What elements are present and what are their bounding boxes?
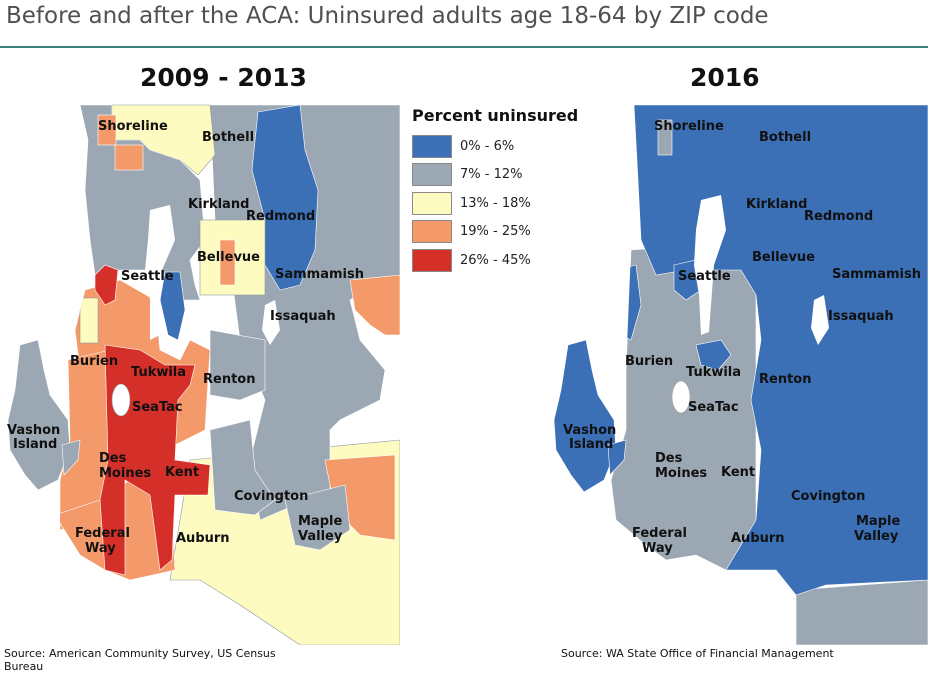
vashon-island <box>7 339 71 491</box>
vashon-island-2016 <box>553 339 617 493</box>
label-redmond: Redmond <box>246 209 315 224</box>
legend-swatch <box>412 191 452 215</box>
label-federalway-2-2016: Way <box>642 541 673 556</box>
seatac-airport <box>111 383 131 417</box>
label-federalway-1: Federal <box>75 526 130 541</box>
label-maplevalley-2-2016: Valley <box>854 529 899 544</box>
label-shoreline: Shoreline <box>98 119 168 134</box>
label-redmond-2016: Redmond <box>804 209 873 224</box>
zip-region-tukwila-blue <box>695 339 732 371</box>
legend-swatch <box>412 163 452 187</box>
legend-item: 26% - 45% <box>412 246 578 275</box>
zip-region-maple-gray <box>284 484 351 551</box>
label-kirkland: Kirkland <box>188 197 249 212</box>
legend-swatch <box>412 134 452 158</box>
legend-label: 0% - 6% <box>460 138 515 154</box>
zip-region-shoreline-gray <box>657 119 673 156</box>
legend-swatch <box>412 220 452 244</box>
label-maplevalley-1-2016: Maple <box>856 514 900 529</box>
label-maplevalley-2: Valley <box>298 529 343 544</box>
label-auburn: Auburn <box>176 531 230 546</box>
page-title: Before and after the ACA: Uninsured adul… <box>6 3 769 29</box>
label-shoreline-2016: Shoreline <box>654 119 724 134</box>
zip-region-bellevue-orange <box>219 239 236 286</box>
label-desmoines-2-2016: Moines <box>655 466 707 481</box>
label-desmoines-1-2016: Des <box>655 451 683 466</box>
label-covington: Covington <box>234 489 308 504</box>
legend-label: 7% - 12% <box>460 167 523 183</box>
label-burien: Burien <box>70 354 118 369</box>
zip-region-seattle-red <box>94 264 119 306</box>
label-issaquah-2016: Issaquah <box>828 309 894 324</box>
legend: Percent uninsured 0% - 6% 7% - 12% 13% - 1… <box>412 106 578 275</box>
legend-item: 7% - 12% <box>412 161 578 190</box>
zip-region-seattle-yellow <box>79 297 99 344</box>
label-seattle-2016: Seattle <box>678 269 731 284</box>
title-divider <box>0 46 928 48</box>
label-kent-2016: Kent <box>721 465 755 480</box>
legend-title: Percent uninsured <box>412 106 579 125</box>
label-desmoines-1: Des <box>99 451 127 466</box>
label-auburn-2016: Auburn <box>731 531 785 546</box>
label-kirkland-2016: Kirkland <box>746 197 807 212</box>
zip-region-seattle-blue <box>673 259 702 301</box>
legend-item: 13% - 18% <box>412 189 578 218</box>
label-federalway-1-2016: Federal <box>632 526 687 541</box>
zip-region-east-orange <box>349 274 400 336</box>
label-issaquah: Issaquah <box>270 309 336 324</box>
left-map-title: 2009 - 2013 <box>140 63 307 92</box>
zip-region-shoreline-orange <box>97 114 117 146</box>
label-renton: Renton <box>203 372 255 387</box>
zip-region-southwest-gray <box>209 329 266 401</box>
label-maplevalley-1: Maple <box>298 514 342 529</box>
label-seattle: Seattle <box>121 269 174 284</box>
label-covington-2016: Covington <box>791 489 865 504</box>
right-map-title: 2016 <box>690 63 760 92</box>
lake-sammamish-2016 <box>811 295 829 345</box>
source-right: Source: WA State Office of Financial Man… <box>561 647 834 660</box>
label-renton-2016: Renton <box>759 372 811 387</box>
label-desmoines-2: Moines <box>99 466 151 481</box>
label-bellevue: Bellevue <box>197 250 260 265</box>
label-vashon-1: Vashon <box>7 423 60 438</box>
seatac-airport-2016 <box>671 380 691 414</box>
label-sammamish: Sammamish <box>275 267 364 282</box>
legend-swatch <box>412 248 452 272</box>
label-burien-2016: Burien <box>625 354 673 369</box>
label-seatac-2016: SeaTac <box>688 400 739 415</box>
label-vashon-2: Island <box>13 437 57 452</box>
legend-label: 13% - 18% <box>460 195 531 211</box>
label-tukwila: Tukwila <box>131 365 186 380</box>
label-bellevue-2016: Bellevue <box>752 250 815 265</box>
label-vashon-2-2016: Island <box>569 437 613 452</box>
zip-region-southeast-gray <box>795 579 928 645</box>
maury-island-2016 <box>607 439 627 476</box>
legend-label: 26% - 45% <box>460 252 531 268</box>
label-federalway-2: Way <box>85 541 116 556</box>
source-left: Source: American Community Survey, US Ce… <box>4 647 276 673</box>
label-bothell-2016: Bothell <box>759 130 811 145</box>
legend-label: 19% - 25% <box>460 224 531 240</box>
zip-region-covington-gray <box>209 419 276 516</box>
zip-region-north-gray <box>79 104 206 301</box>
zip-region-redmond-blue <box>251 104 319 291</box>
label-bothell: Bothell <box>202 130 254 145</box>
zip-region-shoreline-orange-2 <box>114 144 144 171</box>
label-tukwila-2016: Tukwila <box>686 365 741 380</box>
label-seatac: SeaTac <box>132 400 183 415</box>
lake-washington-2016 <box>694 195 726 335</box>
label-vashon-1-2016: Vashon <box>563 423 616 438</box>
map-2016: Shoreline Bothell Kirkland Redmond Belle… <box>546 104 928 645</box>
label-sammamish-2016: Sammamish <box>832 267 921 282</box>
lake-washington <box>145 205 175 340</box>
map-2009-2013: Shoreline Bothell Kirkland Redmond Belle… <box>0 104 400 645</box>
maury-island <box>61 439 81 476</box>
legend-item: 19% - 25% <box>412 218 578 247</box>
legend-item: 0% - 6% <box>412 132 578 161</box>
lake-sammamish <box>262 300 280 345</box>
label-kent: Kent <box>165 465 199 480</box>
